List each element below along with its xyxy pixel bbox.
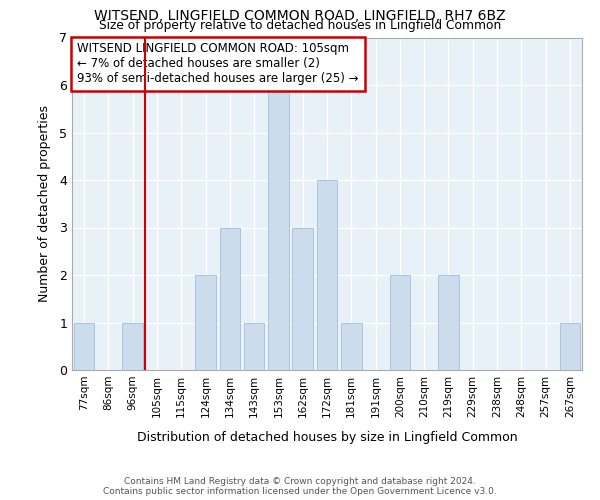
Bar bbox=[317, 180, 337, 370]
Bar bbox=[389, 275, 410, 370]
Bar bbox=[244, 322, 265, 370]
Text: Size of property relative to detached houses in Lingfield Common: Size of property relative to detached ho… bbox=[99, 19, 501, 32]
Bar bbox=[341, 322, 362, 370]
Text: WITSEND, LINGFIELD COMMON ROAD, LINGFIELD, RH7 6BZ: WITSEND, LINGFIELD COMMON ROAD, LINGFIEL… bbox=[94, 9, 506, 23]
Text: Contains HM Land Registry data © Crown copyright and database right 2024.
Contai: Contains HM Land Registry data © Crown c… bbox=[103, 476, 497, 496]
Bar bbox=[74, 322, 94, 370]
Bar bbox=[268, 85, 289, 370]
Bar bbox=[292, 228, 313, 370]
Bar bbox=[560, 322, 580, 370]
Bar bbox=[438, 275, 459, 370]
Bar bbox=[220, 228, 240, 370]
X-axis label: Distribution of detached houses by size in Lingfield Common: Distribution of detached houses by size … bbox=[137, 431, 517, 444]
Text: WITSEND LINGFIELD COMMON ROAD: 105sqm
← 7% of detached houses are smaller (2)
93: WITSEND LINGFIELD COMMON ROAD: 105sqm ← … bbox=[77, 42, 359, 86]
Bar bbox=[122, 322, 143, 370]
Bar bbox=[195, 275, 216, 370]
Y-axis label: Number of detached properties: Number of detached properties bbox=[38, 106, 51, 302]
